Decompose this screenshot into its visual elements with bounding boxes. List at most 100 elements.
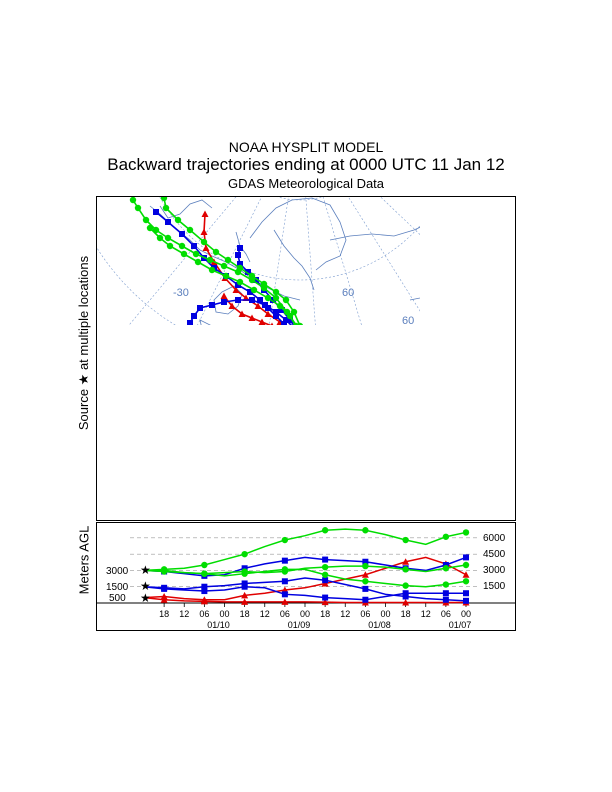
- map-trajectory-point: [164, 234, 172, 242]
- map-trajectory-point: [237, 261, 243, 267]
- map-trajectory-point: [279, 307, 285, 313]
- source-star-500: ★: [140, 591, 151, 605]
- x-tick-label: 18: [401, 609, 411, 619]
- profile-point: [321, 527, 329, 534]
- map-trajectory-point: [296, 324, 300, 325]
- title-model: NOAA HYSPLIT MODEL: [228, 139, 384, 155]
- source-height-500: 500: [109, 593, 126, 604]
- date-label: 01/08: [368, 620, 391, 630]
- x-tick-label: 18: [159, 609, 169, 619]
- map-label-lon-60: 60: [402, 315, 414, 327]
- profile-point: [160, 568, 168, 575]
- map-label-lat-30: 30: [386, 397, 398, 409]
- profile-point: [402, 566, 409, 573]
- map-trajectory-point: [232, 286, 240, 293]
- profile-point: [281, 598, 289, 605]
- map-trajectory-point: [192, 250, 200, 258]
- profile-point: [201, 583, 208, 590]
- map-trajectory-point: [250, 286, 258, 294]
- profile-endpoint: [463, 554, 469, 561]
- map-trajectory-point: [292, 329, 298, 335]
- map-trajectory-point: [208, 266, 216, 274]
- source-location-star: ★: [300, 334, 310, 347]
- profile-point: [322, 556, 329, 563]
- x-tick-label: 06: [441, 609, 451, 619]
- profile-point: [241, 598, 249, 605]
- profile-point: [281, 557, 288, 564]
- map-trajectory-point: [287, 317, 293, 323]
- map-trajectory-point: [220, 262, 228, 270]
- profile-point: [201, 570, 208, 577]
- map-trajectory-point: [293, 327, 299, 333]
- map-trajectory-point: [206, 256, 214, 264]
- map-trajectory-point: [209, 302, 215, 308]
- map-trajectory-point: [162, 204, 170, 212]
- profile-endpoint: [462, 561, 470, 569]
- y-axis-label: Meters AGL: [76, 525, 92, 595]
- profile-point: [402, 598, 410, 606]
- map-trajectory-point: [221, 299, 227, 305]
- profile-series-green-5: [143, 528, 467, 572]
- profile-point: [161, 585, 168, 592]
- x-tick-label: 18: [240, 609, 250, 619]
- profile-point: [442, 590, 449, 597]
- profile-point: [402, 558, 410, 565]
- profile-endpoint: [463, 590, 469, 597]
- profile-point: [442, 596, 449, 603]
- map-trajectory-point: [273, 313, 279, 319]
- profile-point: [402, 536, 409, 544]
- profile-point: [402, 582, 409, 589]
- date-label: 01/07: [449, 620, 472, 630]
- map-trajectory-point: [179, 231, 185, 237]
- x-tick-label: 12: [179, 609, 189, 619]
- map-trajectory-point: [264, 294, 272, 302]
- profile-point: [321, 579, 329, 587]
- map-trajectory-point: [224, 256, 232, 264]
- map-trajectory-point: [220, 292, 228, 299]
- map-trajectory-point: [200, 228, 208, 235]
- map-trajectory-point: [247, 289, 253, 295]
- map-trajectory-point: [187, 320, 193, 325]
- profile-point: [442, 562, 449, 568]
- map-label-lon-30: 30: [322, 346, 334, 358]
- map-trajectory-point: [202, 244, 210, 251]
- map-trajectory-point: [237, 245, 243, 251]
- trajectory-layer: ★: [129, 196, 310, 347]
- map-trajectory-point: [291, 333, 298, 340]
- x-tick-label: 12: [260, 609, 270, 619]
- profile-endpoint: [462, 578, 470, 585]
- map-trajectory-point: [260, 280, 268, 288]
- trajectory-map: -30 0 30 90 60 30 60 ★: [96, 196, 420, 409]
- profile-endpoint: [462, 571, 470, 578]
- map-trajectory-point: [283, 317, 289, 323]
- map-trajectory-point: [153, 209, 159, 215]
- profile-point: [241, 580, 248, 587]
- map-trajectory-point: [191, 243, 197, 249]
- profile-point: [322, 577, 329, 584]
- map-trajectory-point: [212, 248, 220, 256]
- source-axis-label: Source ★ at multiple locations: [76, 255, 91, 431]
- profile-point: [241, 591, 249, 599]
- map-trajectory-point: [294, 327, 300, 333]
- map-trajectory-point: [286, 312, 294, 320]
- date-label: 01/09: [288, 620, 311, 630]
- profile-series-blue-3: [143, 585, 466, 601]
- source-star-3000: ★: [140, 563, 151, 577]
- profile-point: [241, 568, 248, 575]
- map-trajectory-point: [282, 296, 290, 304]
- source-height-labels: 3000 1500 500 ★ ★ ★: [106, 563, 151, 605]
- right-height-labels: 6000 4500 3000 1500: [483, 533, 506, 592]
- profile-point: [241, 550, 248, 558]
- profile-series: [143, 527, 470, 606]
- profile-point: [241, 565, 248, 572]
- profile-point: [201, 561, 208, 569]
- source-height-3000: 3000: [106, 566, 129, 577]
- x-tick-label: 06: [360, 609, 370, 619]
- profile-point: [402, 590, 409, 597]
- map-trajectory-point: [160, 196, 168, 202]
- profile-point: [442, 581, 450, 588]
- map-trajectory-point: [258, 318, 266, 325]
- map-grid-labels: -30 0 30 90 60 30 60: [173, 287, 414, 409]
- map-trajectory-point: [178, 242, 186, 250]
